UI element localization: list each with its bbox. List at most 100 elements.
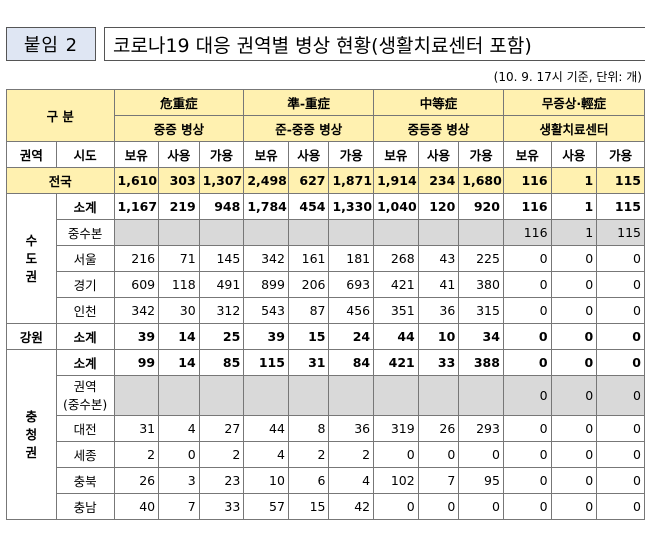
empty-cell xyxy=(113,375,160,416)
col-header: 사용 xyxy=(550,141,598,168)
row-label: 서울 xyxy=(55,245,115,272)
value-cell: 0 xyxy=(458,493,504,520)
value-cell: 25 xyxy=(198,323,245,350)
value-cell: 115 xyxy=(596,219,645,246)
value-cell: 4 xyxy=(243,441,289,468)
col-header: 사용 xyxy=(287,141,330,168)
gubun-header: 구 분 xyxy=(6,89,115,142)
empty-cell xyxy=(198,219,245,246)
attachment-label: 붙임 2 xyxy=(6,27,96,61)
value-cell: 6 xyxy=(287,467,330,494)
value-cell: 0 xyxy=(550,349,598,376)
value-cell: 44 xyxy=(243,415,289,442)
value-cell: 0 xyxy=(502,349,552,376)
value-cell: 0 xyxy=(550,415,598,442)
table-row: 충남 40 7 33 57 15 42 0 0 0 0 0 0 xyxy=(7,493,645,520)
table-row: 경기 609 118 491 899 206 693 421 41 380 0 0 0 xyxy=(7,271,645,298)
chungcheong-subtotal-row: 충 청 권 소계 99 14 85 115 31 84 421 33 388 0 0 0 xyxy=(6,349,645,520)
value-cell: 0 xyxy=(502,323,552,350)
col-header: 가용 xyxy=(596,141,645,168)
capital-subtotal-row: 수 도 권 소계 1,167 219 948 1,784 454 1,330 1,040 120 920… xyxy=(6,193,645,324)
value-cell: 1,330 xyxy=(328,193,375,220)
row-label: 소계 xyxy=(55,349,115,376)
value-cell: 1,871 xyxy=(328,167,375,194)
city-column-header: 시도 xyxy=(55,141,115,168)
value-cell: 1,784 xyxy=(243,193,289,220)
value-cell: 0 xyxy=(596,349,645,376)
value-cell: 85 xyxy=(198,349,245,376)
value-cell: 115 xyxy=(596,167,645,194)
empty-cell xyxy=(158,219,200,246)
value-cell: 0 xyxy=(502,297,552,324)
value-cell: 0 xyxy=(596,467,645,494)
value-cell: 315 xyxy=(458,297,504,324)
value-cell: 225 xyxy=(458,245,504,272)
value-cell: 0 xyxy=(596,323,645,350)
value-cell: 0 xyxy=(502,271,552,298)
reference-note: (10. 9. 17시 기준, 단위: 개) xyxy=(493,70,642,84)
value-cell: 351 xyxy=(373,297,419,324)
value-cell: 43 xyxy=(417,245,460,272)
empty-cell xyxy=(243,219,289,246)
empty-cell xyxy=(417,375,460,416)
value-cell: 15 xyxy=(287,323,330,350)
value-cell: 1,167 xyxy=(113,193,160,220)
value-cell: 116 xyxy=(502,219,552,246)
value-cell: 421 xyxy=(373,349,419,376)
value-cell: 0 xyxy=(502,493,552,520)
value-cell: 3 xyxy=(158,467,200,494)
value-cell: 39 xyxy=(113,323,160,350)
value-cell: 0 xyxy=(550,297,598,324)
value-cell: 1,680 xyxy=(458,167,504,194)
value-cell: 7 xyxy=(417,467,460,494)
value-cell: 0 xyxy=(550,467,598,494)
group-header-mild: 무증상·輕症 xyxy=(502,89,645,116)
region-gangwon: 강원 xyxy=(6,323,57,350)
region-column-header: 권역 xyxy=(6,141,57,168)
value-cell: 39 xyxy=(243,323,289,350)
value-cell: 31 xyxy=(113,415,160,442)
value-cell: 1 xyxy=(550,219,598,246)
value-cell: 0 xyxy=(550,441,598,468)
group-header-semi-critical: 準-重症 xyxy=(243,89,375,116)
row-label: 소계 xyxy=(55,323,115,350)
value-cell: 116 xyxy=(502,167,552,194)
empty-cell xyxy=(373,375,419,416)
value-cell: 24 xyxy=(328,323,375,350)
col-header: 사용 xyxy=(417,141,460,168)
row-label: 충북 xyxy=(55,467,115,494)
value-cell: 342 xyxy=(113,297,160,324)
value-cell: 4 xyxy=(158,415,200,442)
empty-cell xyxy=(328,219,375,246)
value-cell: 2,498 xyxy=(243,167,289,194)
value-cell: 206 xyxy=(287,271,330,298)
empty-cell xyxy=(243,375,289,416)
row-label: 세종 xyxy=(55,441,115,468)
value-cell: 87 xyxy=(287,297,330,324)
value-cell: 0 xyxy=(158,441,200,468)
value-cell: 120 xyxy=(417,193,460,220)
value-cell: 0 xyxy=(550,375,598,416)
bed-status-table: 구 분 危重症 準-重症 中等症 무증상·輕症 중증 병상 준-중증 병상 중등… xyxy=(6,89,645,520)
value-cell: 312 xyxy=(198,297,245,324)
value-cell: 0 xyxy=(502,375,552,416)
value-cell: 1,040 xyxy=(373,193,419,220)
value-cell: 95 xyxy=(458,467,504,494)
chungcheong-central-row: 권역 (중수본) 0 0 0 xyxy=(7,375,645,416)
row-label: 충남 xyxy=(55,493,115,520)
col-header: 보유 xyxy=(243,141,289,168)
empty-cell xyxy=(287,219,330,246)
value-cell: 145 xyxy=(198,245,245,272)
row-label: 인천 xyxy=(55,297,115,324)
value-cell: 456 xyxy=(328,297,375,324)
value-cell: 115 xyxy=(243,349,289,376)
table-row: 세종 2 0 2 4 2 2 0 0 0 0 0 0 xyxy=(7,441,645,468)
value-cell: 99 xyxy=(113,349,160,376)
value-cell: 115 xyxy=(596,193,645,220)
row-label: 중수본 xyxy=(55,219,115,246)
value-cell: 543 xyxy=(243,297,289,324)
row-label: 권역 (중수본) xyxy=(55,375,115,416)
value-cell: 181 xyxy=(328,245,375,272)
row-label: 대전 xyxy=(55,415,115,442)
